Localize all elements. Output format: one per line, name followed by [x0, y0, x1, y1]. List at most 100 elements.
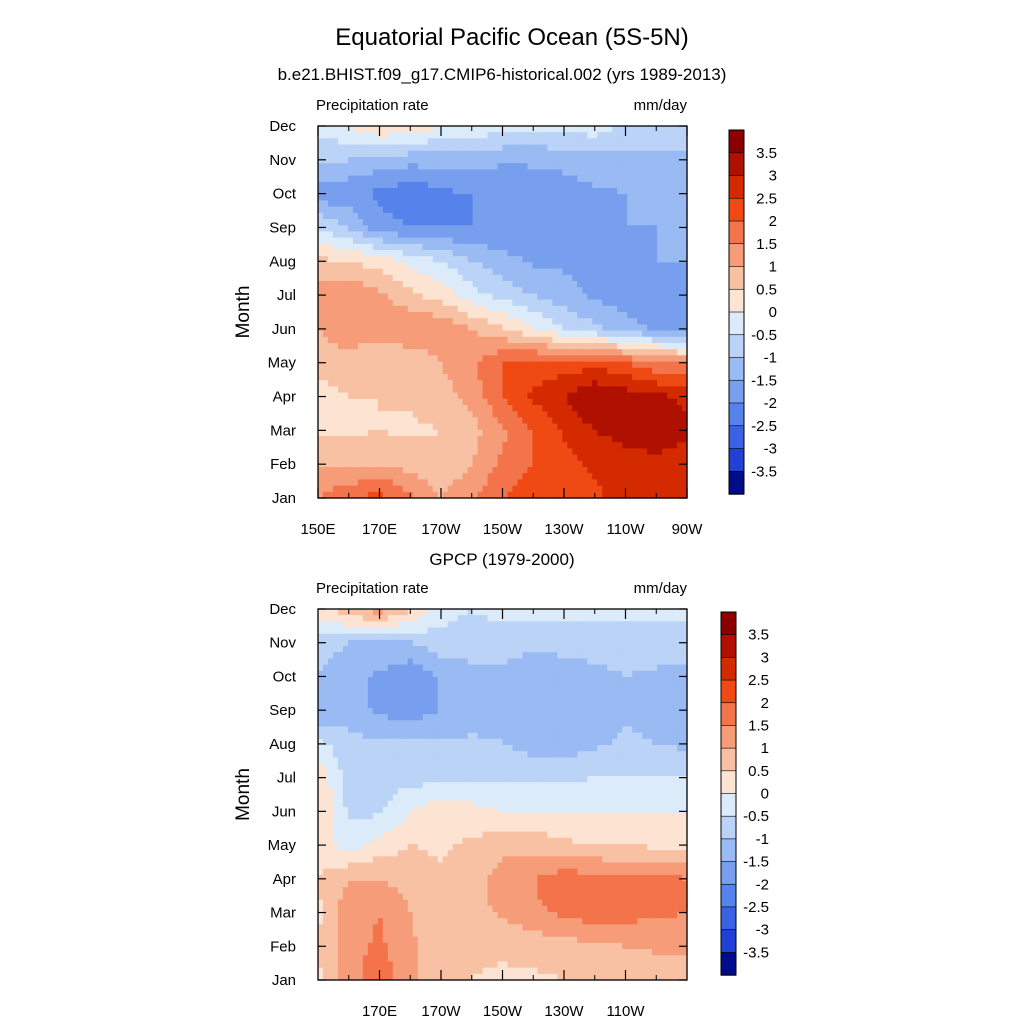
contour-cell	[547, 287, 553, 294]
contour-cell	[642, 219, 648, 226]
contour-cell	[417, 436, 424, 443]
contour-cell	[382, 627, 389, 635]
contour-cell	[637, 138, 643, 146]
contour-cell	[572, 268, 578, 276]
contour-cell	[477, 615, 484, 622]
contour-cell	[422, 212, 429, 220]
contour-cell	[352, 256, 359, 263]
contour-cell	[392, 144, 399, 152]
contour-cell	[412, 231, 419, 239]
contour-cell	[652, 262, 658, 270]
contour-cell	[662, 138, 668, 146]
contour-cell	[662, 392, 668, 400]
contour-cell	[482, 312, 489, 319]
contour-cell	[607, 448, 613, 456]
contour-cell	[512, 361, 519, 369]
contour-cell	[352, 293, 359, 301]
contour-cell	[482, 126, 489, 133]
contour-cell	[417, 274, 424, 282]
contour-cell	[662, 448, 668, 456]
contour-cell	[657, 163, 663, 170]
contour-cell	[537, 237, 543, 245]
contour-cell	[582, 231, 588, 239]
contour-cell	[522, 398, 529, 406]
contour-cell	[327, 479, 334, 487]
contour-cell	[557, 181, 563, 189]
contour-cell	[322, 256, 329, 263]
contour-cell	[602, 200, 608, 208]
contour-cell	[347, 144, 354, 152]
contour-cell	[582, 225, 588, 232]
contour-cell	[417, 442, 424, 449]
contour-cell	[422, 144, 429, 152]
contour-cell	[362, 138, 369, 146]
contour-cell	[557, 219, 563, 226]
contour-cell	[497, 312, 504, 319]
contour-cell	[667, 169, 673, 177]
contour-cell	[497, 627, 504, 635]
contour-cell	[652, 405, 658, 412]
contour-cell	[437, 181, 444, 189]
contour-cell	[607, 268, 613, 276]
contour-cell	[337, 126, 344, 133]
contour-cell	[367, 324, 374, 332]
contour-cell	[497, 237, 504, 245]
colorbar-swatch	[728, 266, 745, 290]
contour-cell	[492, 639, 499, 647]
contour-cell	[567, 615, 573, 622]
contour-cell	[417, 157, 424, 164]
contour-cell	[387, 436, 394, 443]
contour-cell	[512, 485, 519, 493]
contour-cell	[427, 411, 434, 418]
contour-cell	[442, 312, 449, 319]
contour-cell	[482, 485, 489, 493]
contour-cell	[492, 237, 499, 245]
contour-cell	[562, 144, 568, 152]
units-string: mm/day	[634, 97, 688, 114]
contour-cell	[637, 150, 643, 158]
contour-cell	[397, 318, 404, 325]
contour-cell	[592, 361, 598, 369]
contour-cell	[547, 200, 553, 208]
contour-cell	[497, 343, 504, 350]
contour-cell	[497, 243, 504, 251]
contour-cell	[577, 615, 583, 622]
contour-cell	[607, 225, 613, 232]
contour-cell	[492, 169, 499, 177]
contour-cell	[637, 436, 643, 443]
contour-cell	[342, 355, 349, 363]
contour-cell	[337, 157, 344, 164]
contour-cell	[332, 392, 339, 400]
contour-cell	[477, 448, 484, 456]
contour-cell	[557, 386, 563, 394]
contour-cell	[477, 312, 484, 319]
contour-cell	[557, 324, 563, 332]
contour-cell	[657, 442, 663, 449]
contour-cell	[577, 318, 583, 325]
contour-cell	[607, 132, 613, 139]
contour-cell	[337, 243, 344, 251]
contour-cell	[432, 454, 439, 462]
contour-cell	[567, 200, 573, 208]
contour-cell	[592, 219, 598, 226]
contour-cell	[387, 324, 394, 332]
contour-cell	[542, 436, 548, 443]
contour-cell	[527, 485, 534, 493]
contour-cell	[427, 188, 434, 195]
contour-cell	[417, 237, 424, 245]
contour-cell	[442, 398, 449, 406]
contour-cell	[422, 132, 429, 139]
contour-cell	[322, 374, 329, 381]
contour-cell	[592, 243, 598, 251]
contour-cell	[532, 237, 539, 245]
contour-cell	[502, 200, 509, 208]
contour-cell	[637, 405, 643, 412]
contour-cell	[432, 169, 439, 177]
contour-cell	[547, 343, 553, 350]
contour-cell	[587, 473, 593, 480]
contour-cell	[587, 405, 593, 412]
contour-cell	[417, 181, 424, 189]
contour-cell	[542, 163, 548, 170]
contour-cell	[667, 150, 673, 158]
y-tick-label: Jul	[277, 287, 296, 304]
